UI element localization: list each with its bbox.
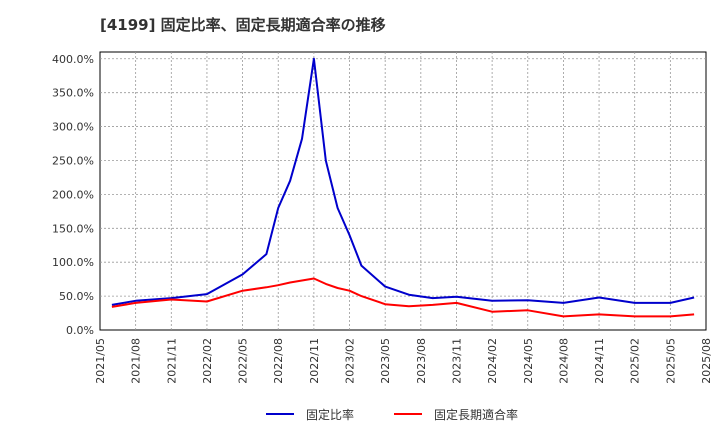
- series-line-1: [111, 57, 695, 306]
- y-tick-label: 400.0%: [52, 53, 94, 66]
- x-tick-label: 2025/08: [700, 338, 713, 384]
- y-tick-label: 150.0%: [52, 222, 94, 235]
- legend-label-1: 固定比率: [306, 407, 354, 422]
- x-tick-label: 2022/02: [201, 338, 214, 384]
- x-tick-label: 2022/05: [237, 338, 250, 384]
- x-tick-label: 2022/08: [272, 338, 285, 384]
- y-tick-label: 50.0%: [59, 290, 94, 303]
- y-tick-label: 250.0%: [52, 154, 94, 167]
- x-tick-label: 2023/11: [450, 338, 463, 384]
- y-tick-label: 300.0%: [52, 121, 94, 134]
- plot-area: [99, 51, 707, 331]
- x-tick-label: 2021/11: [165, 338, 178, 384]
- x-tick-label: 2023/08: [415, 338, 428, 384]
- chart-title: [4199] 固定比率、固定長期適合率の推移: [100, 16, 386, 34]
- series-line-2: [111, 277, 695, 318]
- x-tick-label: 2021/05: [94, 338, 107, 384]
- x-tick-label: 2023/02: [344, 338, 357, 384]
- x-tick-label: 2022/11: [308, 338, 321, 384]
- x-tick-label: 2024/08: [557, 338, 570, 384]
- x-tick-label: 2024/11: [593, 338, 606, 384]
- legend-label-2: 固定長期適合率: [434, 407, 518, 422]
- y-tick-label: 100.0%: [52, 256, 94, 269]
- x-tick-label: 2024/02: [486, 338, 499, 384]
- x-tick-label: 2024/05: [522, 338, 535, 384]
- y-tick-label: 0.0%: [66, 324, 94, 337]
- x-tick-label: 2023/05: [379, 338, 392, 384]
- y-tick-label: 200.0%: [52, 188, 94, 201]
- x-tick-label: 2025/05: [664, 338, 677, 384]
- y-tick-label: 350.0%: [52, 87, 94, 100]
- x-tick-label: 2021/08: [130, 338, 143, 384]
- x-tick-label: 2025/02: [629, 338, 642, 384]
